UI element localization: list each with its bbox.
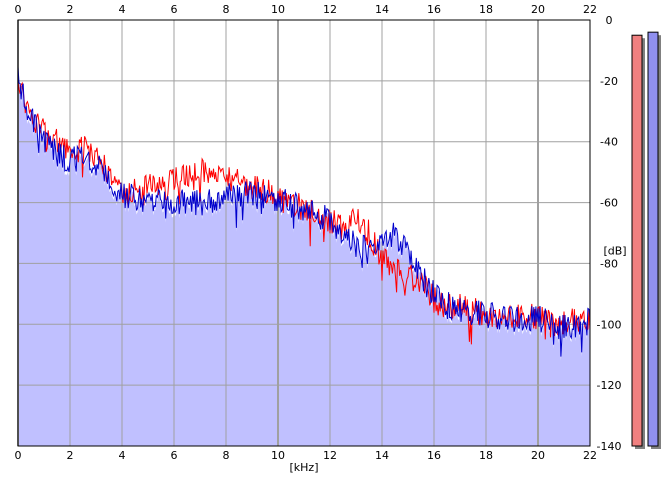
x-tick-label-top: 12	[323, 3, 337, 16]
y-tick-label: -140	[597, 440, 622, 453]
x-tick-label: 14	[375, 449, 389, 462]
y-tick-label: -20	[600, 75, 618, 88]
x-tick-label: 2	[67, 449, 74, 462]
y-tick-label: 0	[606, 14, 613, 27]
x-tick-label: 0	[15, 449, 22, 462]
x-tick-label-top: 16	[427, 3, 441, 16]
x-tick-label: 16	[427, 449, 441, 462]
x-tick-label-top: 4	[119, 3, 126, 16]
x-tick-label: 4	[119, 449, 126, 462]
x-axis-label: [kHz]	[290, 461, 319, 474]
y-tick-label: -100	[597, 318, 622, 331]
plot-frame	[17, 19, 591, 447]
y-tick-label: -80	[600, 257, 618, 270]
x-tick-label: 8	[223, 449, 230, 462]
x-tick-label-top: 22	[583, 3, 597, 16]
x-tick-label-top: 20	[531, 3, 545, 16]
x-tick-label-top: 14	[375, 3, 389, 16]
x-tick-label: 10	[271, 449, 285, 462]
x-tick-label: 18	[479, 449, 493, 462]
x-tick-label: 6	[171, 449, 178, 462]
x-tick-label-top: 10	[271, 3, 285, 16]
y-axis-label: [dB]	[603, 244, 626, 257]
y-tick-label: -60	[600, 197, 618, 210]
y-tick-label: -120	[597, 379, 622, 392]
level-meter-red	[631, 34, 643, 447]
y-tick-label: -40	[600, 136, 618, 149]
x-tick-label-top: 8	[223, 3, 230, 16]
x-tick-label-top: 2	[67, 3, 74, 16]
x-tick-label: 12	[323, 449, 337, 462]
x-tick-label: 20	[531, 449, 545, 462]
x-tick-label-top: 0	[15, 3, 22, 16]
x-tick-label-top: 18	[479, 3, 493, 16]
spectrum-series-blue	[17, 66, 591, 357]
x-tick-label-top: 6	[171, 3, 178, 16]
x-tick-label: 22	[583, 449, 597, 462]
spectrum-fill-area	[18, 70, 590, 447]
level-meter-blue	[647, 31, 659, 447]
